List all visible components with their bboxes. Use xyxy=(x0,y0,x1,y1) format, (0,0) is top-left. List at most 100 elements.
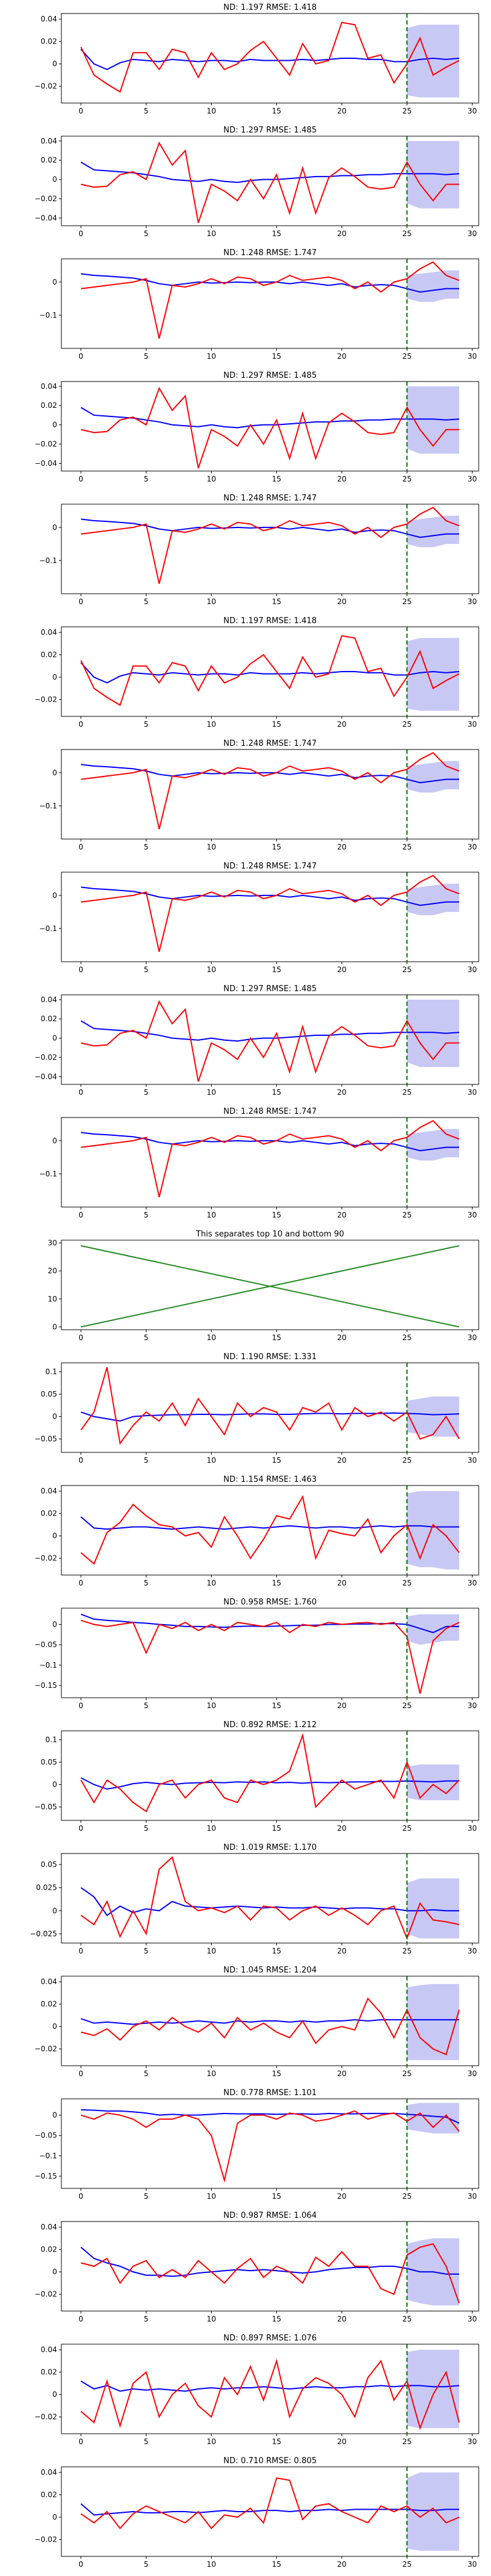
y-tick-label: 0.04 xyxy=(41,1977,57,1986)
y-tick-label: 20 xyxy=(48,1267,57,1275)
x-tick-label: 5 xyxy=(144,597,149,606)
x-tick-label: 5 xyxy=(144,1947,149,1955)
chart-panel-12: ND: 1.190 RMSE: 1.331 0 5 10 15 20 25 30 −0.05 0 0… xyxy=(34,1352,479,1465)
x-tick-label: 5 xyxy=(144,843,149,851)
x-tick-label: 10 xyxy=(207,229,216,238)
x-tick-label: 10 xyxy=(207,1947,216,1955)
chart-panel-1: ND: 1.197 RMSE: 1.418 0 5 10 15 20 25 30 −0.02 0 0… xyxy=(34,3,479,115)
panel-title: ND: 1.248 RMSE: 1.747 xyxy=(223,1107,317,1116)
chart-panel-2: ND: 1.297 RMSE: 1.485 0 5 10 15 20 25 30 −0.04 −0… xyxy=(34,126,479,238)
x-tick-label: 0 xyxy=(79,2437,83,2446)
actual-line xyxy=(80,386,460,469)
x-tick-label: 15 xyxy=(272,2315,281,2323)
chart-panel-21: ND: 0.710 RMSE: 0.805 0 5 10 15 20 25 30 −0.02 0 0… xyxy=(34,2456,479,2569)
y-tick-label: 0.04 xyxy=(41,2223,57,2231)
y-tick-label: −0.15 xyxy=(34,1681,57,1690)
axes-frame xyxy=(61,136,479,226)
predicted-line xyxy=(80,273,460,293)
x-tick-label: 10 xyxy=(207,2069,216,2078)
predicted-line xyxy=(80,1020,460,1042)
confidence-band xyxy=(407,2472,460,2551)
y-tick-label: 0.02 xyxy=(41,156,57,164)
x-tick-label: 0 xyxy=(79,1456,83,1465)
axes-frame xyxy=(61,1730,479,1821)
x-tick-label: 10 xyxy=(207,475,216,483)
y-tick-label: −0.1 xyxy=(39,1661,57,1669)
actual-line xyxy=(80,1619,460,1694)
y-tick-label: 0.1 xyxy=(45,1368,57,1376)
chart-panel-9: ND: 1.297 RMSE: 1.485 0 5 10 15 20 25 30 −0.04 −0… xyxy=(34,984,479,1097)
x-tick-label: 20 xyxy=(337,1088,346,1097)
y-tick-label: −0.02 xyxy=(34,440,57,448)
x-tick-label: 25 xyxy=(402,843,411,851)
actual-line xyxy=(80,1000,460,1082)
panel-title: ND: 0.892 RMSE: 1.212 xyxy=(223,1720,317,1730)
y-tick-label: 0.04 xyxy=(41,995,57,1004)
y-tick-label: 0 xyxy=(52,2390,57,2399)
y-tick-label: −0.1 xyxy=(39,924,57,933)
x-tick-label: 30 xyxy=(468,2560,477,2569)
actual-line xyxy=(80,1733,460,1812)
chart-panel-15: ND: 0.892 RMSE: 1.212 0 5 10 15 20 25 30 −0.05 0 0… xyxy=(34,1720,479,1833)
y-tick-label: −0.05 xyxy=(34,1435,57,1443)
panel-title: ND: 0.778 RMSE: 1.101 xyxy=(223,2088,317,2098)
y-tick-label: −0.1 xyxy=(39,1170,57,1178)
x-tick-label: 0 xyxy=(79,1579,83,1587)
x-tick-label: 0 xyxy=(79,107,83,115)
y-tick-label: 0 xyxy=(52,1620,57,1629)
x-tick-label: 20 xyxy=(337,2437,346,2446)
y-tick-label: −0.04 xyxy=(34,1072,57,1081)
actual-line xyxy=(80,752,460,830)
x-tick-label: 10 xyxy=(207,352,216,361)
x-tick-label: 10 xyxy=(207,1088,216,1097)
y-tick-label: 0 xyxy=(52,769,57,777)
x-tick-label: 25 xyxy=(402,107,411,115)
x-tick-label: 15 xyxy=(272,2069,281,2078)
chart-panel-11: This separates top 10 and bottom 90 0 5 10 1… xyxy=(48,1230,479,1342)
y-tick-label: 0.04 xyxy=(41,628,57,637)
x-tick-label: 5 xyxy=(144,107,149,115)
x-tick-label: 25 xyxy=(402,475,411,483)
y-tick-label: 0.02 xyxy=(41,2245,57,2254)
x-tick-label: 25 xyxy=(402,229,411,238)
x-tick-label: 15 xyxy=(272,1333,281,1342)
chart-panel-16: ND: 1.019 RMSE: 1.170 0 5 10 15 20 25 30 −0.025 0… xyxy=(30,1843,479,1955)
actual-line xyxy=(80,2477,460,2529)
x-tick-label: 0 xyxy=(79,720,83,729)
x-tick-label: 0 xyxy=(79,1701,83,1710)
x-tick-label: 5 xyxy=(144,1456,149,1465)
axes-frame xyxy=(61,626,479,717)
x-tick-label: 30 xyxy=(468,1456,477,1465)
x-tick-label: 20 xyxy=(337,2192,346,2201)
x-tick-label: 10 xyxy=(207,2192,216,2201)
x-tick-label: 25 xyxy=(402,1211,411,1219)
axes-frame xyxy=(61,1362,479,1453)
predicted-line xyxy=(80,764,460,784)
x-tick-label: 0 xyxy=(79,2560,83,2569)
x-tick-label: 15 xyxy=(272,720,281,729)
x-tick-label: 25 xyxy=(402,1088,411,1097)
panel-title: ND: 1.197 RMSE: 1.418 xyxy=(223,616,317,626)
panel-title: ND: 1.297 RMSE: 1.485 xyxy=(223,371,317,380)
x-tick-label: 30 xyxy=(468,2315,477,2323)
panel-title: ND: 1.045 RMSE: 1.204 xyxy=(223,1966,317,1975)
y-tick-label: 0.04 xyxy=(41,1487,57,1495)
x-tick-label: 15 xyxy=(272,1211,281,1219)
x-tick-label: 0 xyxy=(79,352,83,361)
panel-title: ND: 0.710 RMSE: 0.805 xyxy=(223,2456,317,2466)
predicted-line xyxy=(80,48,460,71)
confidence-band xyxy=(407,386,460,454)
y-tick-label: 0.05 xyxy=(41,1860,57,1869)
x-tick-label: 30 xyxy=(468,597,477,606)
y-tick-label: −0.025 xyxy=(30,1930,57,1938)
panel-title: This separates top 10 and bottom 90 xyxy=(195,1230,344,1239)
y-tick-label: −0.1 xyxy=(39,311,57,320)
panel-title: ND: 1.248 RMSE: 1.747 xyxy=(223,862,317,871)
x-tick-label: 0 xyxy=(79,229,83,238)
x-tick-label: 25 xyxy=(402,2315,411,2323)
x-tick-label: 10 xyxy=(207,1211,216,1219)
panel-title: ND: 1.248 RMSE: 1.747 xyxy=(223,739,317,748)
chart-panel-17: ND: 1.045 RMSE: 1.204 0 5 10 15 20 25 30 −0.02 0 0… xyxy=(34,1966,479,2078)
x-tick-label: 20 xyxy=(337,1947,346,1955)
